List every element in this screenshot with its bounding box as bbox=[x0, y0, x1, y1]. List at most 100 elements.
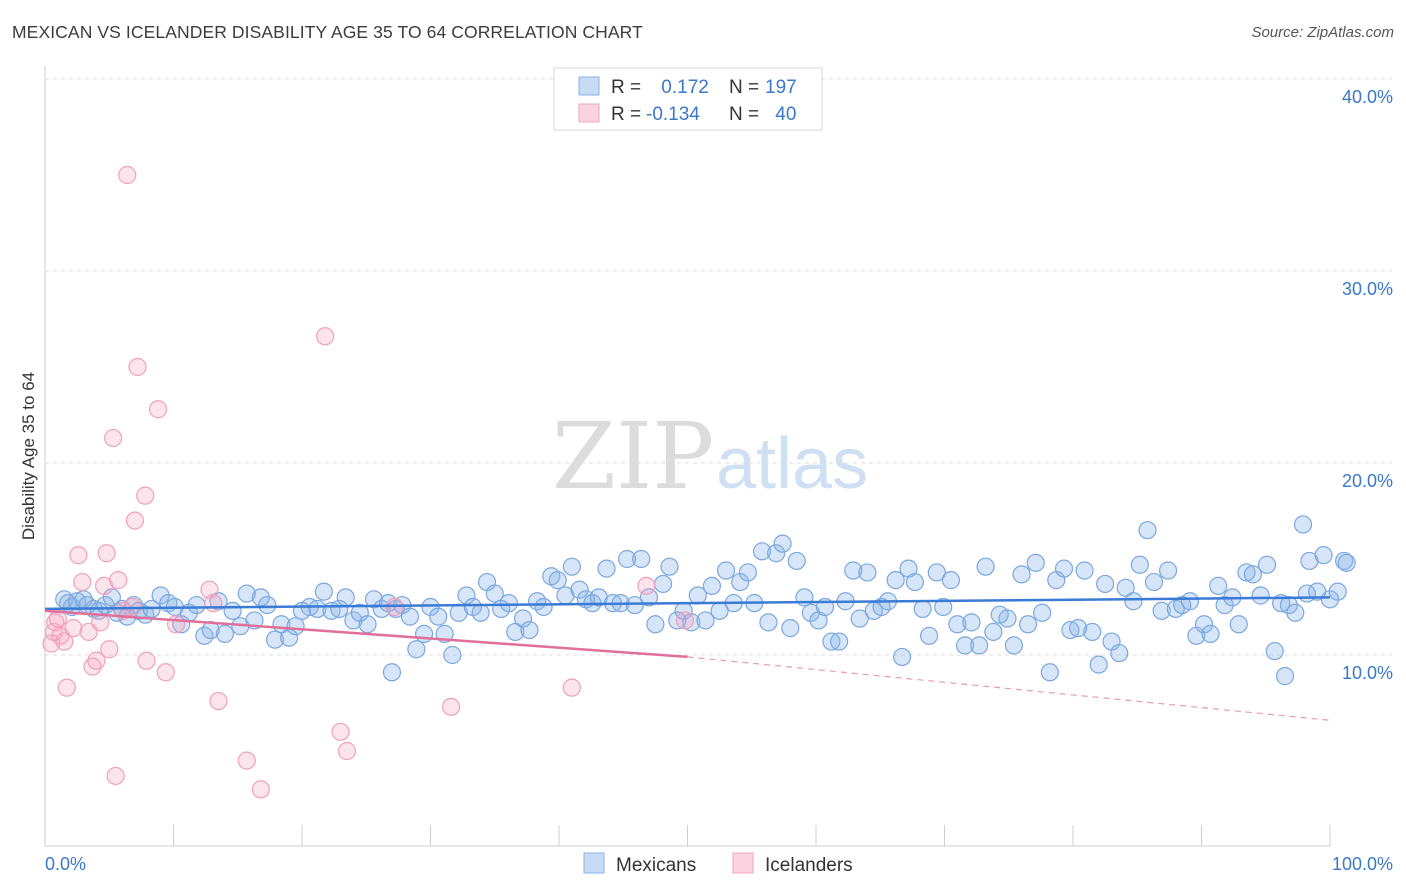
point-icelanders bbox=[148, 400, 168, 419]
point-icelanders bbox=[337, 741, 357, 761]
source-label: Source: ZipAtlas.com bbox=[1251, 24, 1394, 41]
point-mexicans bbox=[984, 622, 1003, 642]
legend-mexicans-label: Mexicans bbox=[616, 855, 696, 876]
point-mexicans bbox=[506, 622, 525, 642]
point-mexicans bbox=[844, 561, 863, 580]
point-mexicans bbox=[336, 588, 355, 607]
point-mexicans bbox=[639, 588, 659, 607]
point-icelanders bbox=[251, 780, 270, 799]
point-mexicans bbox=[1138, 521, 1157, 540]
point-mexicans bbox=[1335, 551, 1354, 571]
point-mexicans bbox=[421, 597, 440, 617]
point-mexicans bbox=[646, 615, 665, 634]
point-mexicans bbox=[407, 640, 426, 659]
point-mexicans bbox=[1180, 592, 1200, 611]
watermark-atlas: atlas bbox=[716, 424, 868, 504]
point-mexicans bbox=[562, 557, 581, 576]
point-mexicans bbox=[400, 607, 420, 626]
y-axis-label: Disability Age 35 to 64 bbox=[19, 372, 38, 540]
point-mexicans bbox=[731, 572, 750, 592]
point-icelanders bbox=[200, 580, 219, 599]
point-mexicans bbox=[1116, 578, 1135, 597]
point-mexicans bbox=[1096, 574, 1115, 594]
point-mexicans bbox=[1265, 642, 1284, 661]
point-mexicans bbox=[1069, 619, 1088, 638]
point-mexicans bbox=[258, 595, 277, 615]
point-mexicans bbox=[738, 563, 757, 582]
point-mexicans bbox=[443, 645, 462, 665]
point-mexicans bbox=[151, 586, 170, 605]
point-mexicans bbox=[187, 595, 206, 615]
trend-line-icelanders-projection bbox=[687, 656, 1331, 721]
y-tick-label-1: 20.0% bbox=[1342, 471, 1393, 491]
point-mexicans bbox=[308, 599, 327, 619]
point-mexicans bbox=[597, 559, 616, 578]
point-mexicans bbox=[330, 599, 349, 619]
point-mexicans bbox=[1194, 615, 1214, 634]
point-mexicans bbox=[830, 632, 849, 651]
point-mexicans bbox=[696, 611, 715, 630]
point-mexicans bbox=[548, 571, 567, 590]
point-mexicans bbox=[962, 613, 981, 632]
point-mexicans bbox=[1257, 555, 1277, 574]
point-mexicans bbox=[927, 563, 946, 582]
y-tick-label-3: 40.0% bbox=[1342, 87, 1393, 107]
point-icelanders bbox=[87, 651, 106, 670]
legend-icelanders-swatch bbox=[732, 852, 754, 874]
point-icelanders bbox=[106, 766, 125, 786]
point-mexicans bbox=[1293, 515, 1313, 534]
axes bbox=[44, 66, 1331, 847]
point-mexicans bbox=[773, 534, 792, 553]
point-mexicans bbox=[1012, 565, 1031, 584]
point-icelanders bbox=[137, 651, 156, 670]
point-mexicans bbox=[618, 549, 637, 569]
point-icelanders bbox=[441, 697, 461, 716]
legend-swatch-pink bbox=[578, 103, 600, 123]
point-mexicans bbox=[265, 630, 285, 649]
point-mexicans bbox=[913, 599, 932, 619]
point-mexicans bbox=[286, 617, 305, 636]
point-mexicans bbox=[1320, 590, 1340, 609]
point-mexicans bbox=[941, 571, 961, 590]
point-icelanders bbox=[104, 428, 123, 448]
point-mexicans bbox=[1018, 615, 1038, 634]
point-mexicans bbox=[1033, 603, 1052, 622]
point-mexicans bbox=[382, 663, 402, 682]
point-mexicans bbox=[237, 584, 256, 603]
trend-lines bbox=[44, 596, 1331, 721]
point-icelanders bbox=[125, 511, 145, 530]
point-mexicans bbox=[223, 601, 242, 620]
legend-n-label-2: N = bbox=[729, 104, 759, 125]
y-tick-label-2: 30.0% bbox=[1342, 279, 1393, 299]
point-mexicans bbox=[1026, 553, 1045, 572]
point-mexicans bbox=[1004, 636, 1023, 655]
point-mexicans bbox=[1237, 563, 1256, 582]
point-mexicans bbox=[781, 619, 800, 638]
point-mexicans bbox=[1083, 622, 1102, 642]
point-mexicans bbox=[767, 544, 786, 563]
point-icelanders bbox=[57, 678, 76, 697]
point-mexicans bbox=[787, 551, 806, 571]
legend-n-value-2: 40 bbox=[770, 104, 796, 125]
x-tick-label-1: 100.0% bbox=[1332, 854, 1393, 874]
legend-r-value-2: -0.134 bbox=[646, 104, 700, 125]
point-mexicans bbox=[905, 572, 925, 592]
point-icelanders bbox=[331, 722, 350, 741]
point-mexicans bbox=[570, 580, 589, 599]
x-tick-labels: 0.0% 100.0% bbox=[45, 854, 1393, 874]
point-mexicans bbox=[471, 603, 490, 622]
x-tick-label-0: 0.0% bbox=[45, 854, 86, 874]
point-icelanders bbox=[316, 327, 335, 346]
point-mexicans bbox=[358, 615, 377, 634]
point-mexicans bbox=[1110, 643, 1129, 663]
point-icelanders bbox=[109, 571, 128, 590]
point-icelanders bbox=[136, 486, 155, 505]
point-icelanders bbox=[204, 594, 223, 613]
point-mexicans bbox=[1243, 565, 1263, 584]
point-mexicans bbox=[1075, 561, 1094, 580]
chart-title: MEXICAN VS ICELANDER DISABILITY AGE 35 T… bbox=[12, 22, 643, 42]
watermark-zip: ZIP bbox=[552, 403, 714, 510]
legend-r-value-1: 0.172 bbox=[656, 77, 709, 98]
point-mexicans bbox=[970, 636, 989, 655]
point-mexicans bbox=[1054, 559, 1074, 578]
